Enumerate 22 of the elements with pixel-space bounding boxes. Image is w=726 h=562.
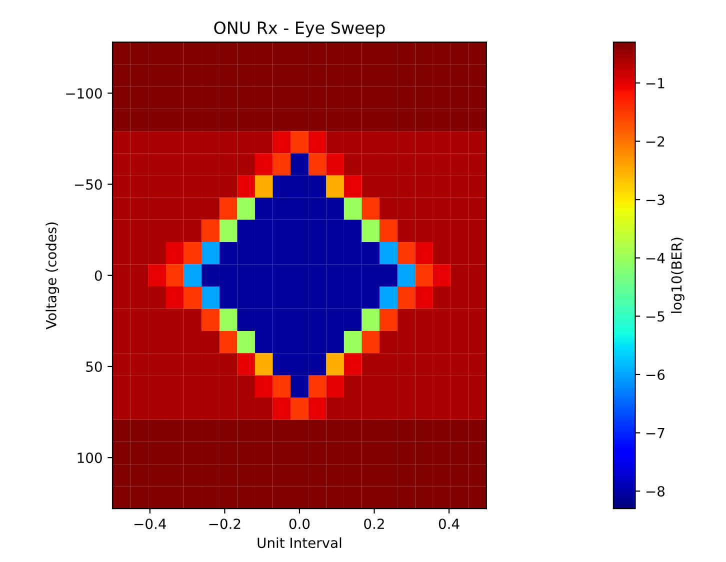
y-tick-label: 0 [94, 270, 102, 281]
y-axis-title: Voltage (codes) [46, 222, 60, 330]
x-tick-label: −0.2 [209, 518, 240, 530]
color-bar-title: log10(BER) [671, 238, 684, 313]
color-bar-label: −4 [646, 253, 665, 264]
x-axis-title: Unit Interval [258, 537, 342, 548]
y-tick-label: 50 [86, 361, 102, 372]
y-tick-label: −100 [66, 88, 102, 99]
y-tick-label: −50 [74, 179, 102, 190]
x-tick-label: 0.2 [364, 518, 384, 530]
chart-title: ONU Rx - Eye Sweep [214, 21, 385, 38]
color-bar-label: −6 [646, 369, 665, 380]
color-bar-label: −3 [646, 194, 664, 206]
x-tick-label: 0.4 [438, 518, 460, 530]
color-bar-label: −2 [646, 136, 664, 147]
color-bar-label: −1 [646, 78, 664, 88]
color-bar-label: −5 [646, 311, 664, 322]
color-bar-label: −8 [646, 486, 664, 497]
x-tick-label: −0.4 [134, 518, 166, 530]
y-tick-label: 100 [78, 452, 102, 464]
color-bar-label: −7 [646, 428, 664, 438]
x-tick-label: 0.0 [289, 518, 310, 530]
